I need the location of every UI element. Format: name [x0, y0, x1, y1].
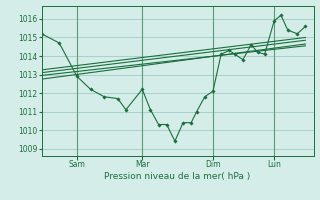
X-axis label: Pression niveau de la mer( hPa ): Pression niveau de la mer( hPa ): [104, 172, 251, 181]
